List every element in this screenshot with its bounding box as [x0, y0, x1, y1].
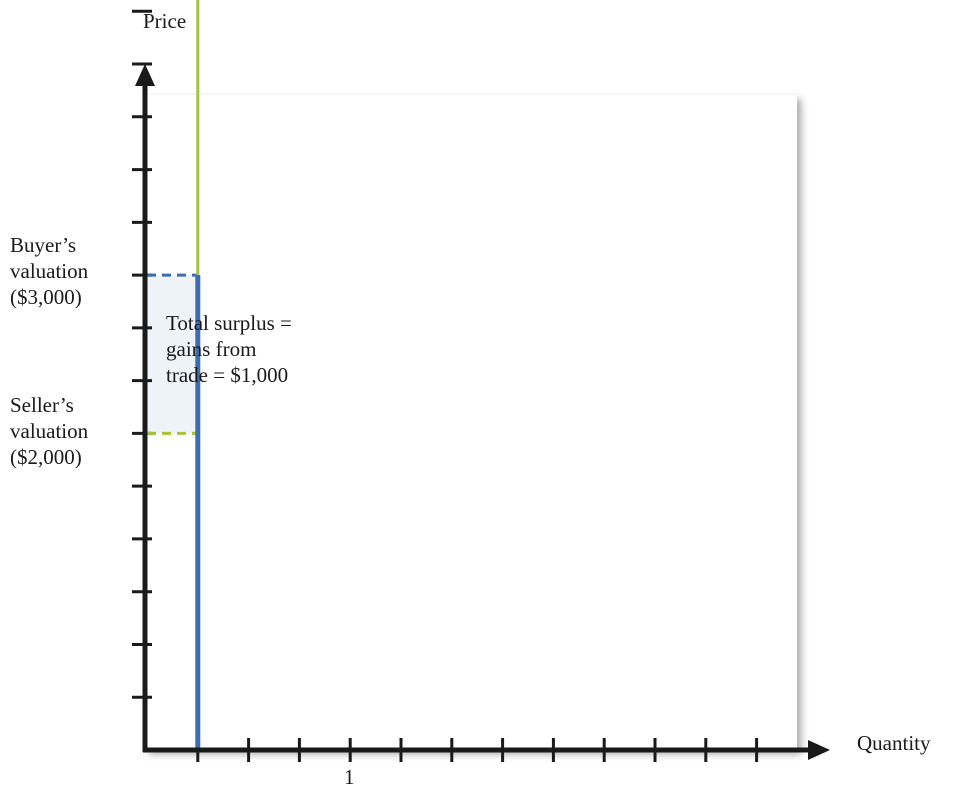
- buyer-valuation-label: Buyer’s valuation ($3,000): [10, 232, 88, 310]
- surplus-area: [147, 275, 198, 434]
- surplus-label-line: Total surplus =: [166, 311, 292, 335]
- y-axis-label: Price: [143, 9, 187, 33]
- plot-area: [145, 95, 797, 750]
- surplus-label-line: gains from: [166, 337, 257, 361]
- buyer-label-line: ($3,000): [10, 285, 82, 309]
- seller-label-line: valuation: [10, 419, 89, 443]
- seller-label-line: ($2,000): [10, 445, 82, 469]
- x-axis-arrowhead: [808, 740, 830, 760]
- buyer-label-line: Buyer’s: [10, 233, 77, 257]
- y-axis-arrowhead: [135, 64, 155, 86]
- seller-valuation-label: Seller’s valuation ($2,000): [10, 392, 88, 470]
- x-tick-label: 1: [344, 765, 355, 789]
- seller-label-line: Seller’s: [10, 393, 74, 417]
- y-axis-ticks: [132, 9, 152, 699]
- surplus-label-line: trade = $1,000: [166, 363, 289, 387]
- buyer-label-line: valuation: [10, 259, 89, 283]
- surplus-annotation: Total surplus = gains from trade = $1,00…: [166, 310, 292, 388]
- x-axis-label: Quantity: [857, 731, 931, 755]
